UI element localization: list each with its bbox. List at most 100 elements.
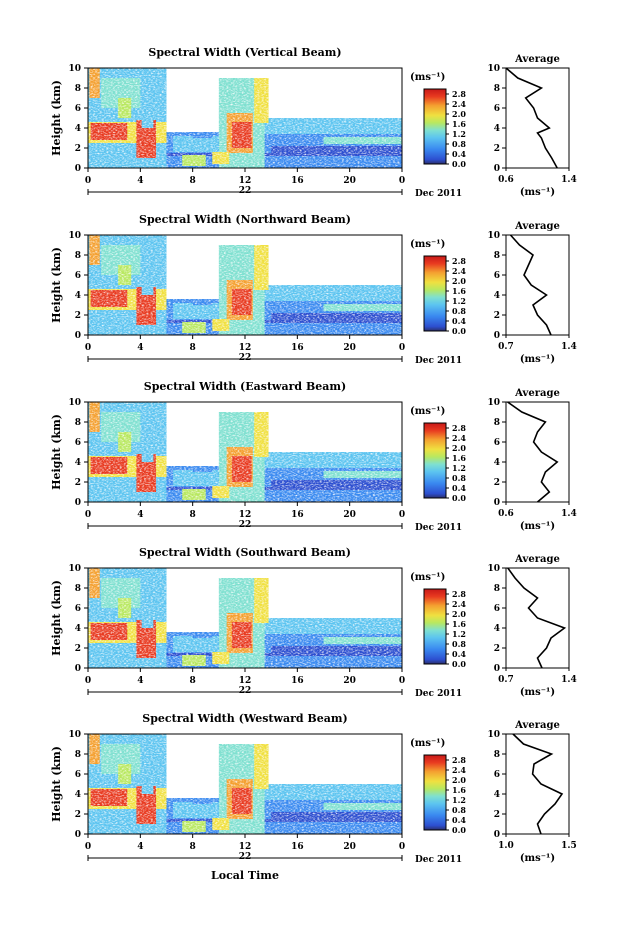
- colorbar: [423, 255, 447, 332]
- average-profile-line: [505, 67, 558, 169]
- avg-y-tick-label: 2: [494, 644, 500, 654]
- average-profile-line: [509, 234, 552, 336]
- x-tick-label: 4: [137, 676, 143, 686]
- colorbar-unit: (ms⁻¹): [410, 406, 445, 417]
- y-tick-label: 0: [75, 830, 81, 840]
- avg-y-tick-label: 10: [487, 564, 500, 574]
- colorbar-unit: (ms⁻¹): [410, 72, 445, 83]
- avg-x-tick-label: 1.4: [561, 509, 577, 519]
- x-tick-label: 12: [239, 343, 252, 353]
- colorbar-tick-label: 2.8: [452, 755, 466, 765]
- x-tick-label: 4: [137, 842, 143, 852]
- colorbar-tick-label: 0.0: [452, 493, 466, 503]
- avg-x-tick-label: 1.4: [561, 675, 577, 685]
- x-tick-label: 0: [399, 510, 405, 520]
- chart-title: Spectral Width (Westward Beam): [142, 712, 347, 725]
- avg-x-tick-label: 1.4: [561, 342, 577, 352]
- average-unit: (ms⁻¹): [520, 521, 555, 532]
- avg-y-tick-label: 6: [494, 770, 500, 780]
- average-frame: [505, 733, 570, 835]
- y-axis-label: Height (km): [50, 580, 63, 656]
- colorbar-tick-label: 1.6: [452, 286, 466, 296]
- heatmap: [88, 235, 402, 335]
- heatmap: [88, 68, 402, 168]
- colorbar-tick-label: 0.8: [452, 306, 466, 316]
- y-tick-label: 8: [75, 84, 81, 94]
- colorbar-tick-label: 0.8: [452, 139, 466, 149]
- avg-y-tick-label: 8: [494, 84, 500, 94]
- y-tick-label: 4: [75, 291, 81, 301]
- y-tick-label: 0: [75, 164, 81, 174]
- chart-panel-5: Spectral Width (Westward Beam) 0 2 4 6 8 10 Hei…: [50, 712, 577, 865]
- average-unit: (ms⁻¹): [520, 187, 555, 198]
- x-tick-label: 20: [343, 176, 356, 186]
- chart-panel-3: Spectral Width (Eastward Beam) 0 2 4 6 8 10 Hei…: [50, 380, 577, 533]
- avg-y-tick-label: 0: [494, 331, 500, 341]
- y-tick-label: 10: [68, 730, 81, 740]
- colorbar: [423, 422, 447, 499]
- date-label: Dec 2011: [415, 523, 462, 533]
- colorbar-tick-label: 2.0: [452, 276, 466, 286]
- x-tick-label: 8: [190, 676, 196, 686]
- heatmap-texture: [88, 235, 402, 335]
- average-frame: [505, 67, 570, 169]
- avg-x-tick-label: 0.7: [498, 342, 514, 352]
- chart-panel-4: Spectral Width (Southward Beam) 0 2 4 6 8 10 He…: [50, 546, 577, 699]
- average-frame: [505, 234, 570, 336]
- average-frame: [505, 567, 570, 669]
- date-label: Dec 2011: [415, 689, 462, 699]
- x-tick-label: 8: [190, 343, 196, 353]
- average-title: Average: [514, 54, 560, 65]
- colorbar-tick-label: 2.8: [452, 256, 466, 266]
- y-axis-label: Height (km): [50, 247, 63, 323]
- colorbar-tick-label: 2.8: [452, 589, 466, 599]
- y-tick-label: 8: [75, 750, 81, 760]
- colorbar-tick-label: 0.0: [452, 159, 466, 169]
- y-tick-label: 10: [68, 231, 81, 241]
- x-tick-label: 8: [190, 510, 196, 520]
- x-tick-label: 4: [137, 510, 143, 520]
- colorbar-tick-label: 1.6: [452, 785, 466, 795]
- y-tick-label: 2: [75, 311, 81, 321]
- colorbar: [423, 88, 447, 165]
- avg-x-tick-label: 1.0: [498, 841, 514, 851]
- x-tick-label: 0: [399, 343, 405, 353]
- avg-y-tick-label: 8: [494, 584, 500, 594]
- average-profile-line: [507, 401, 559, 503]
- colorbar-tick-label: 0.8: [452, 473, 466, 483]
- avg-y-tick-label: 4: [494, 291, 500, 301]
- y-tick-label: 4: [75, 790, 81, 800]
- heatmap: [88, 734, 402, 834]
- avg-y-tick-label: 2: [494, 311, 500, 321]
- y-tick-label: 4: [75, 624, 81, 634]
- date-label: Dec 2011: [415, 356, 462, 366]
- x-tick-label: 12: [239, 676, 252, 686]
- x-tick-label: 0: [399, 176, 405, 186]
- x-tick-label: 16: [291, 510, 304, 520]
- average-unit: (ms⁻¹): [520, 354, 555, 365]
- avg-y-tick-label: 4: [494, 458, 500, 468]
- avg-y-tick-label: 4: [494, 124, 500, 134]
- average-title: Average: [514, 720, 560, 731]
- average-profile-line: [507, 567, 567, 669]
- x-tick-label: 0: [85, 176, 91, 186]
- colorbar-tick-label: 2.4: [452, 433, 466, 443]
- y-tick-label: 4: [75, 124, 81, 134]
- x-tick-label: 0: [85, 676, 91, 686]
- avg-y-tick-label: 0: [494, 664, 500, 674]
- avg-x-tick-label: 1.4: [561, 175, 577, 185]
- x-tick-label: 20: [343, 510, 356, 520]
- colorbar-unit: (ms⁻¹): [410, 738, 445, 749]
- chart-title: Spectral Width (Vertical Beam): [148, 46, 341, 59]
- y-tick-label: 8: [75, 418, 81, 428]
- avg-y-tick-label: 10: [487, 64, 500, 74]
- date-label: Dec 2011: [415, 189, 462, 199]
- average-frame: [505, 401, 570, 503]
- x-tick-label: 16: [291, 343, 304, 353]
- colorbar-tick-label: 0.4: [452, 149, 466, 159]
- x-tick-label: 16: [291, 842, 304, 852]
- y-axis-label: Height (km): [50, 80, 63, 156]
- colorbar-tick-label: 2.8: [452, 89, 466, 99]
- x-tick-label: 12: [239, 176, 252, 186]
